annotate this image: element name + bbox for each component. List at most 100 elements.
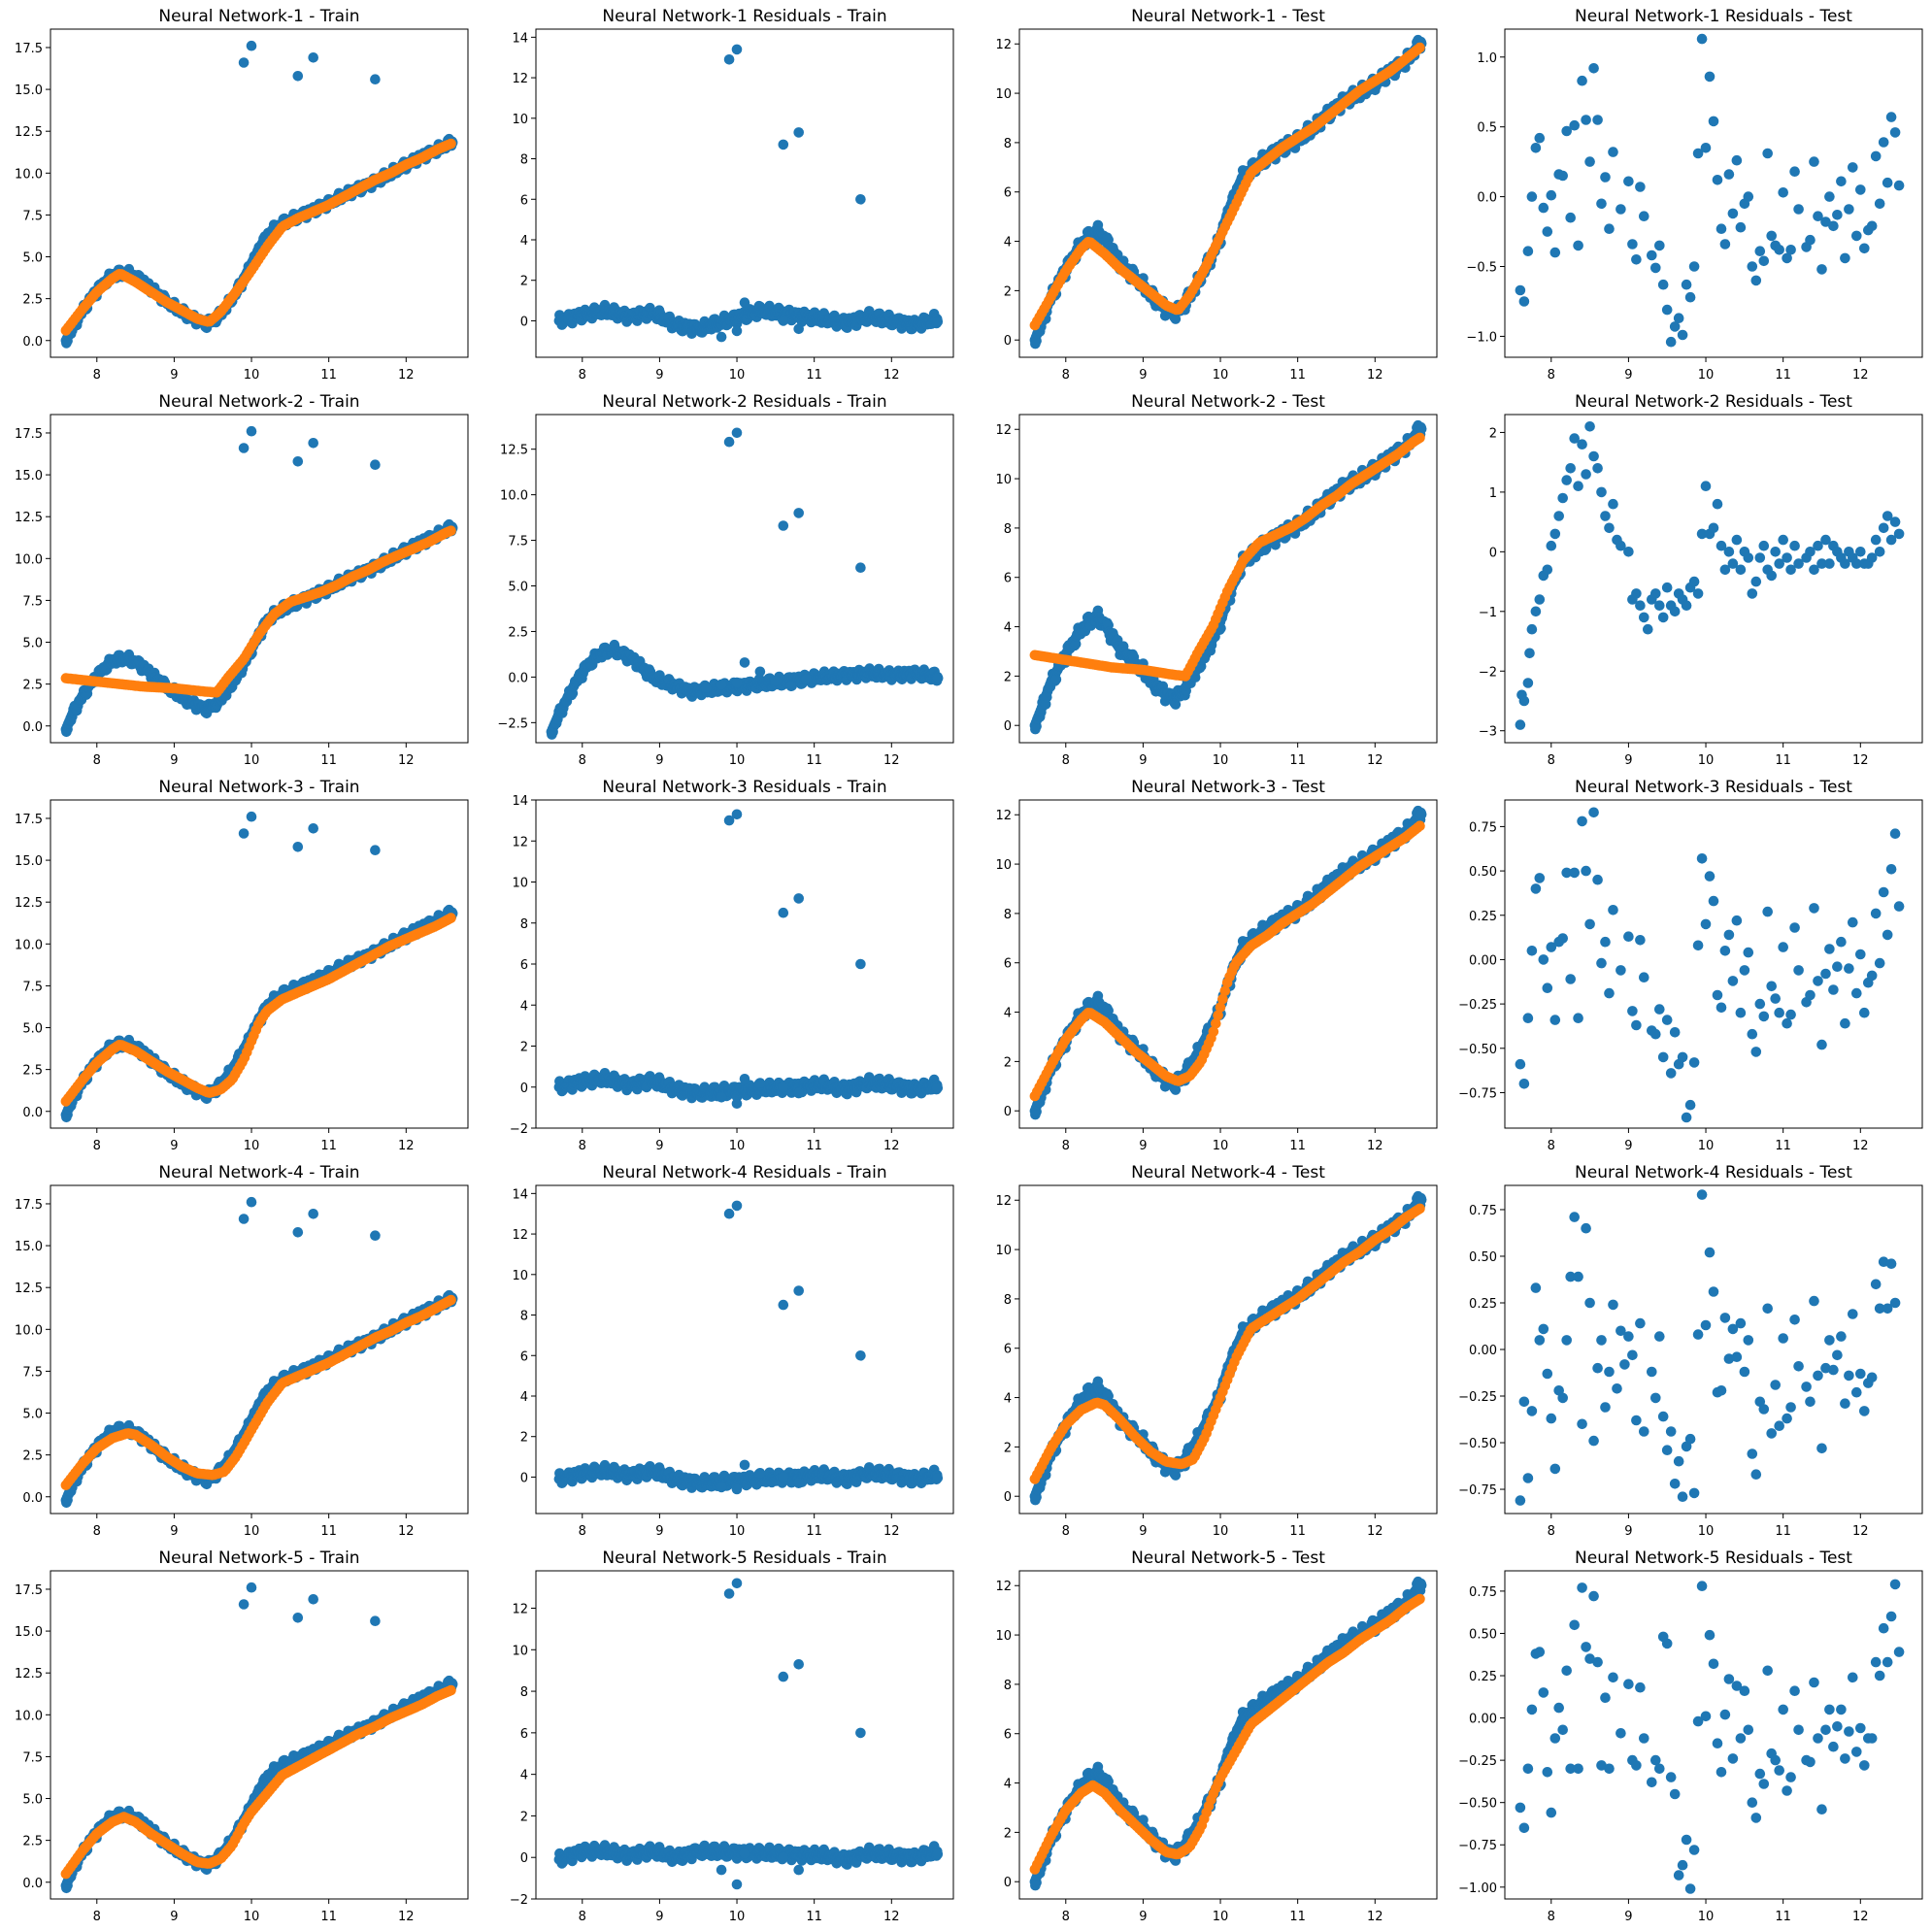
data-point [1704,71,1715,83]
data-point [1050,674,1062,684]
data-point [1793,204,1804,215]
data-point [1561,125,1572,137]
x-tick-label: 9 [1624,368,1632,383]
points-layer [60,425,458,738]
data-point [716,679,727,690]
x-tick-label: 12 [883,753,900,768]
data-point [1692,148,1704,159]
y-tick-label: 5.0 [508,581,528,595]
x-tick-label: 12 [1852,368,1869,383]
data-point [1549,247,1561,258]
x-tick-label: 10 [729,753,746,768]
data-point [1715,223,1727,234]
x-tick-label: 8 [1062,753,1070,768]
y-tick-label: 2.5 [22,679,43,693]
axes-frame [1018,414,1438,744]
subplot-title: Neural Network-1 - Test [1131,7,1325,26]
data-point [1882,177,1893,188]
x-tick-label: 9 [655,368,663,383]
data-point [1874,198,1885,210]
data-point [1416,423,1427,435]
y-tick-label: 10.0 [15,552,43,567]
y-tick-label: 2 [1004,284,1012,299]
x-tick-label: 8 [1548,368,1555,383]
data-point [1766,230,1777,242]
data-point [723,54,735,65]
y-tick-label: −2.5 [497,716,528,731]
data-point [1557,170,1568,182]
y-tick-label: 7.5 [22,594,43,609]
axes-frame [50,414,469,744]
x-tick-label: 9 [655,753,663,768]
data-point [1522,678,1534,688]
data-point [1762,148,1773,159]
y-tick-label: 8 [520,153,528,168]
data-point [292,456,304,467]
data-point [1673,313,1684,324]
data-point [1708,116,1719,127]
subplot-title: Neural Network-2 Residuals - Test [1575,392,1852,412]
y-tick-label: 6 [520,193,528,208]
data-point [1785,244,1796,255]
data-point [1848,162,1858,173]
data-point [1855,184,1866,195]
data-point [1530,143,1542,153]
data-point [370,74,381,84]
data-point [1832,210,1843,220]
axes-frame [1018,28,1438,358]
y-tick-label: 17.5 [15,42,43,56]
data-point [1581,115,1591,125]
data-point [770,675,782,686]
data-point [1836,176,1847,187]
data-point [246,425,257,437]
y-tick-label: 10.0 [500,489,528,504]
y-tick-label: 1.0 [1477,51,1497,66]
data-point [1526,623,1538,635]
points-layer [1515,421,1905,730]
axes-frame [535,28,954,358]
x-tick-label: 12 [883,368,900,383]
y-tick-label: −1.0 [1466,330,1497,345]
data-point [238,443,250,453]
x-tick-label: 12 [398,368,415,383]
data-point [1522,246,1534,256]
y-tick-label: 0.5 [1477,121,1497,136]
data-point [1534,132,1546,144]
prediction-point [1415,432,1425,444]
data-point [1627,239,1638,250]
y-tick-label: 5.0 [22,251,43,266]
data-point [1577,75,1587,86]
data-point [308,438,319,449]
y-tick-label: 0 [520,315,528,329]
x-tick-label: 12 [1367,368,1383,383]
y-tick-label: 7.5 [22,209,43,223]
data-point [1743,191,1754,202]
y-tick-label: 12 [995,423,1012,438]
x-tick-label: 11 [320,368,337,383]
y-tick-label: 10.0 [15,167,43,182]
y-tick-label: −0.5 [1466,261,1497,276]
data-point [1647,250,1657,261]
data-point [1688,261,1700,272]
y-tick-label: 4 [1004,236,1012,250]
data-point [1754,246,1766,256]
data-point [1889,127,1901,138]
y-tick-label: 6 [1004,572,1012,586]
data-point [731,677,743,688]
data-point [1723,169,1735,180]
y-tick-label: 0.0 [22,720,43,735]
y-tick-label: 2.5 [22,293,43,308]
data-point [1870,150,1882,162]
y-tick-label: 5.0 [22,637,43,651]
subplot-title: Neural Network-2 - Train [158,392,359,412]
y-tick-label: 2 [1004,670,1012,684]
points-layer [1029,419,1427,735]
data-point [778,139,789,150]
data-point [1824,191,1835,202]
axes-frame [1504,28,1923,358]
